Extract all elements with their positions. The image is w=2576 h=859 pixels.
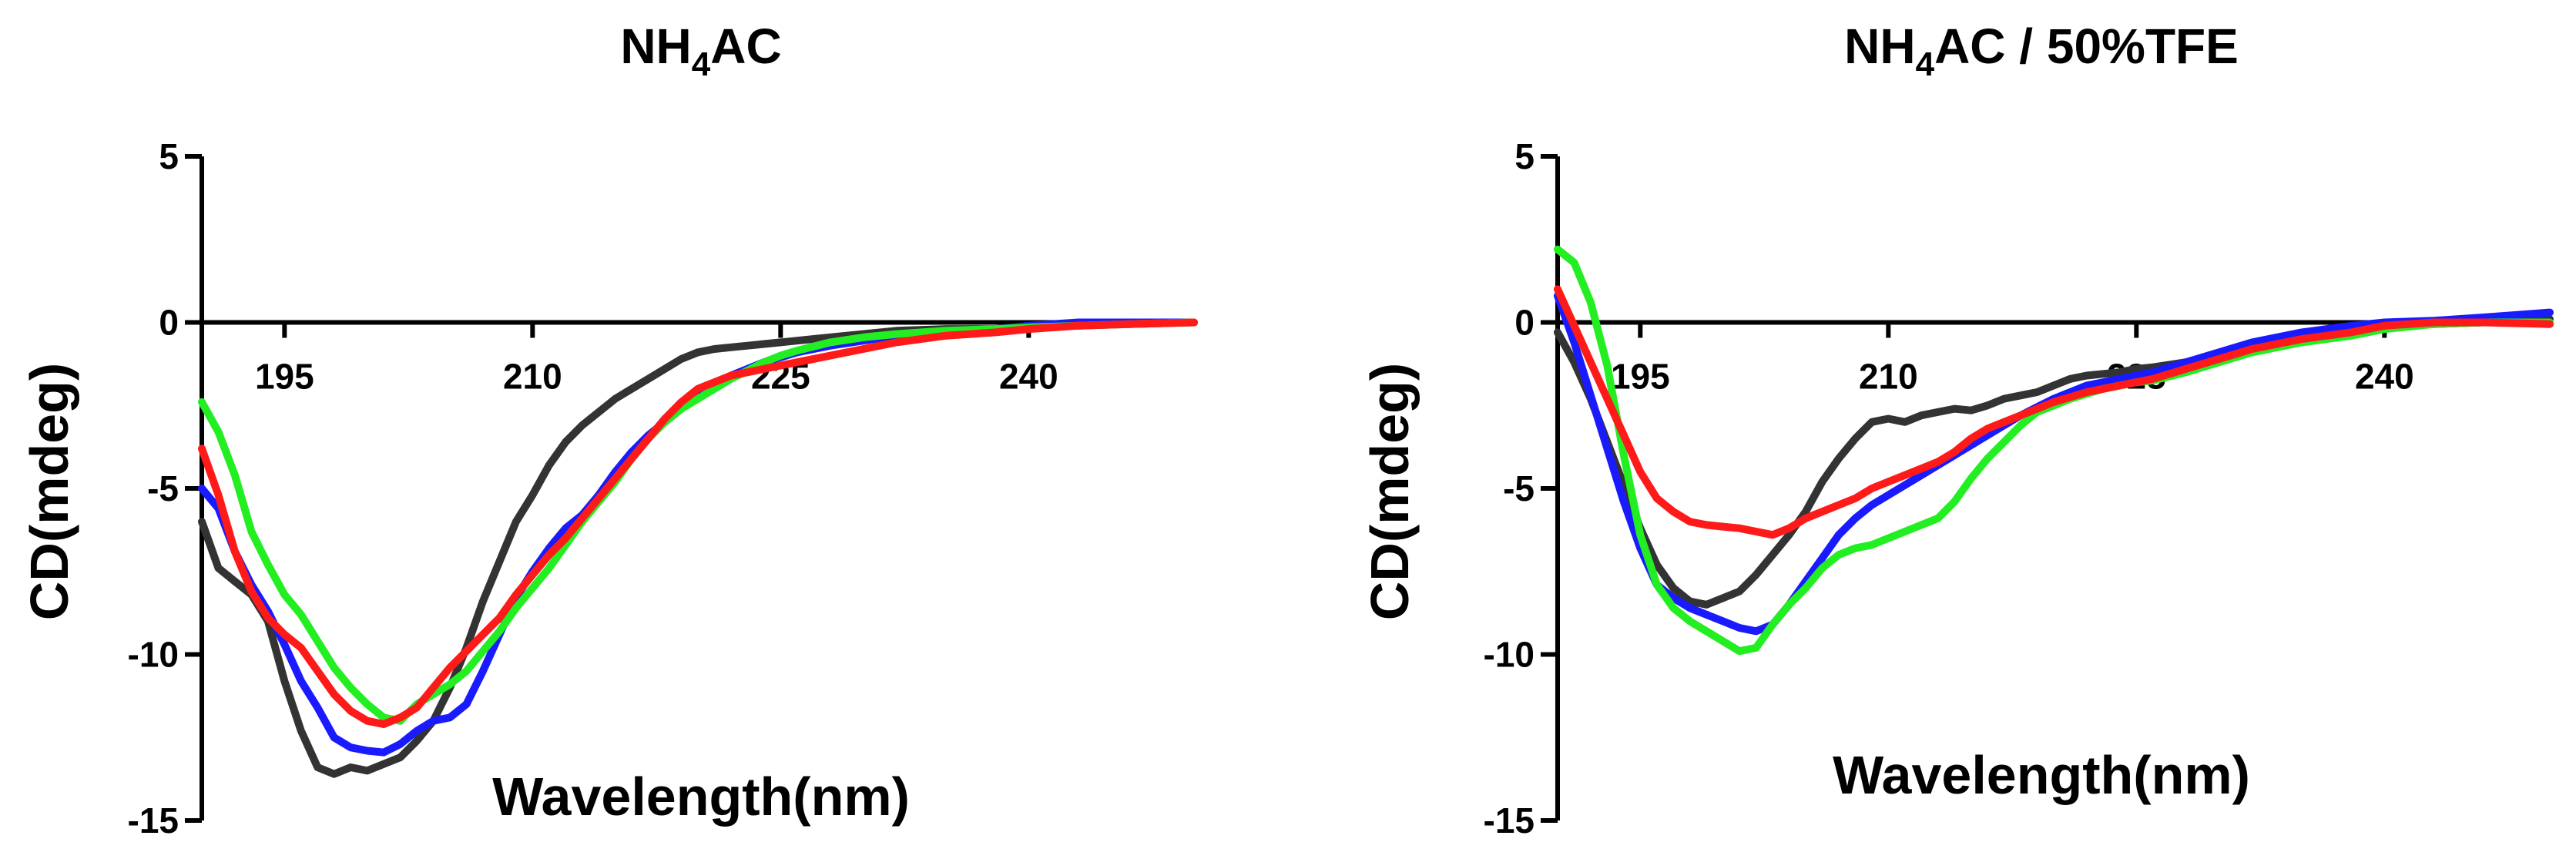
series-line-red (1554, 285, 2554, 539)
y-tick-label: 5 (159, 136, 179, 176)
y-tick-label: -15 (1484, 800, 1535, 841)
y-tick-label: 0 (159, 303, 179, 343)
x-tick-label: 240 (2355, 357, 2414, 397)
y-tick-label: 5 (1514, 136, 1535, 176)
y-tick-label: 0 (1514, 303, 1535, 343)
chart-title: NH4AC (620, 18, 781, 83)
x-tick-label: 210 (1859, 357, 1918, 397)
chart-panel-nh4ac: NH4AC CD(mdeg) Wavelength(nm) 5 0 -5 -10 -15… (19, 18, 1198, 841)
x-axis-label: Wavelength(nm) (1833, 745, 2250, 805)
x-tick-label: 195 (1611, 357, 1670, 397)
series-line-blue (1554, 292, 2554, 636)
series-group (198, 318, 1198, 778)
series-line-black (198, 318, 1198, 778)
y-axis-label: CD(mdeg) (1360, 363, 1420, 620)
y-axis-label: CD(mdeg) (19, 363, 79, 620)
y-tick-label: -15 (128, 800, 179, 841)
x-axis-label: Wavelength(nm) (492, 767, 910, 827)
series-line-red (198, 318, 1198, 728)
x-tick-label: 210 (503, 357, 562, 397)
y-tick-label: -5 (147, 468, 179, 508)
series-line-green (1554, 245, 2554, 656)
y-tick-label: -10 (1484, 635, 1535, 675)
series-group (1554, 245, 2554, 656)
chart-title: NH4AC / 50%TFE (1844, 18, 2239, 83)
x-tick-label: 195 (255, 357, 314, 397)
x-tick-label: 240 (999, 357, 1058, 397)
y-tick-label: -5 (1503, 468, 1535, 508)
y-tick-label: -10 (128, 635, 179, 675)
chart-panel-nh4ac-tfe: NH4AC / 50%TFE CD(mdeg) Wavelength(nm) 5… (1360, 18, 2554, 841)
